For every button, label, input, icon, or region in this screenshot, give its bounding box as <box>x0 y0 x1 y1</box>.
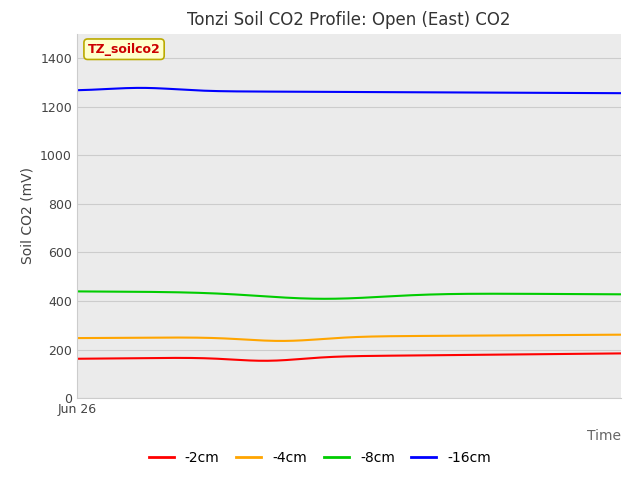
Text: Time: Time <box>587 429 621 443</box>
Y-axis label: Soil CO2 (mV): Soil CO2 (mV) <box>20 168 35 264</box>
Legend: -2cm, -4cm, -8cm, -16cm: -2cm, -4cm, -8cm, -16cm <box>143 445 497 471</box>
Text: TZ_soilco2: TZ_soilco2 <box>88 43 161 56</box>
Title: Tonzi Soil CO2 Profile: Open (East) CO2: Tonzi Soil CO2 Profile: Open (East) CO2 <box>187 11 511 29</box>
